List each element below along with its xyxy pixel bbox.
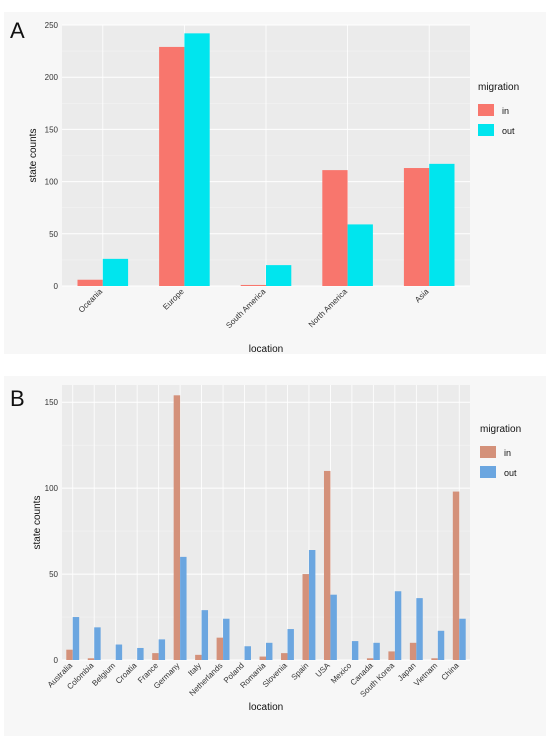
bar-out-vietnam	[437, 630, 445, 660]
y-tick-label: 250	[45, 21, 59, 30]
bar-in-spain	[302, 574, 309, 660]
legend-label-in: in	[504, 448, 511, 458]
legend-swatch-in	[478, 104, 494, 116]
y-tick-label: 200	[45, 73, 59, 82]
bar-in-vietnam	[431, 658, 438, 660]
legend-title: migration	[478, 82, 519, 93]
y-tick-label: 100	[45, 484, 59, 493]
bar-out-south-america	[266, 265, 292, 286]
y-axis-title: state counts	[32, 496, 43, 550]
y-tick-label: 150	[45, 125, 59, 134]
bar-out-romania	[266, 642, 273, 660]
legend-label-out: out	[502, 126, 515, 136]
bar-in-canada	[366, 658, 374, 660]
bar-in-australia	[66, 649, 73, 660]
bar-out-croatia	[137, 647, 144, 660]
bar-out-poland	[244, 646, 251, 660]
bar-out-asia	[429, 163, 455, 286]
bar-out-usa	[330, 594, 337, 660]
bars	[66, 395, 466, 660]
bar-out-spain	[308, 550, 316, 660]
y-tick-label: 0	[54, 282, 59, 291]
bar-in-japan	[409, 642, 417, 660]
bar-in-china	[452, 491, 460, 660]
bar-in-germany	[173, 395, 181, 660]
bar-out-canada	[373, 642, 380, 660]
panel-letter: A	[10, 18, 25, 43]
bar-in-south-america	[240, 284, 266, 286]
bar-in-europe	[159, 46, 185, 287]
bar-in-usa	[323, 470, 331, 660]
x-axis-title: location	[249, 702, 283, 713]
bar-in-netherlands	[216, 637, 224, 660]
bar-in-colombia	[87, 658, 95, 660]
bar-out-italy	[201, 610, 209, 660]
panel-letter: B	[10, 386, 25, 411]
bar-in-france	[152, 653, 159, 660]
legend-swatch-out	[478, 124, 494, 136]
y-tick-label: 50	[49, 570, 58, 579]
bar-out-north-america	[347, 224, 373, 286]
panel-b: B 0 50 100 150 Australia Colombia Belgium Croati…	[0, 370, 550, 740]
bar-in-asia	[403, 168, 430, 286]
bar-out-china	[459, 618, 466, 660]
bar-out-australia	[72, 617, 80, 660]
y-tick-label: 100	[45, 178, 59, 187]
bar-out-france	[158, 639, 166, 660]
y-axis-title: state counts	[28, 129, 39, 183]
legend: migration in out	[478, 82, 519, 136]
y-tick-label: 150	[45, 398, 59, 407]
bar-out-japan	[416, 598, 423, 660]
bar-out-oceania	[102, 258, 129, 286]
legend-title: migration	[480, 424, 521, 435]
bar-out-europe	[184, 33, 210, 286]
bar-out-colombia	[94, 627, 101, 660]
bar-out-south-korea	[394, 591, 402, 660]
bar-in-slovenia	[281, 653, 288, 660]
legend: migration in out	[480, 424, 521, 478]
y-tick-label: 50	[49, 230, 58, 239]
legend-label-in: in	[502, 106, 509, 116]
bar-out-mexico	[351, 641, 359, 660]
bar-in-south-korea	[388, 651, 395, 660]
bar-out-belgium	[115, 644, 123, 660]
x-axis-title: location	[249, 344, 283, 355]
bar-in-italy	[195, 654, 202, 660]
bar-in-oceania	[77, 279, 103, 286]
bar-out-netherlands	[223, 618, 230, 660]
chart-b: B050100150AustraliaColombiaBelgiumCroati…	[4, 376, 546, 736]
bar-in-north-america	[322, 170, 348, 286]
bars	[77, 33, 455, 287]
bar-in-romania	[259, 656, 266, 660]
panel-a: A 0 50 100 150 200 250 Oceania Europe South Ameri…	[0, 0, 550, 360]
bar-out-slovenia	[287, 629, 294, 660]
bar-out-germany	[180, 556, 187, 660]
legend-swatch-in	[480, 446, 496, 458]
y-tick-label: 0	[54, 656, 59, 665]
legend-swatch-out	[480, 466, 496, 478]
legend-label-out: out	[504, 468, 517, 478]
